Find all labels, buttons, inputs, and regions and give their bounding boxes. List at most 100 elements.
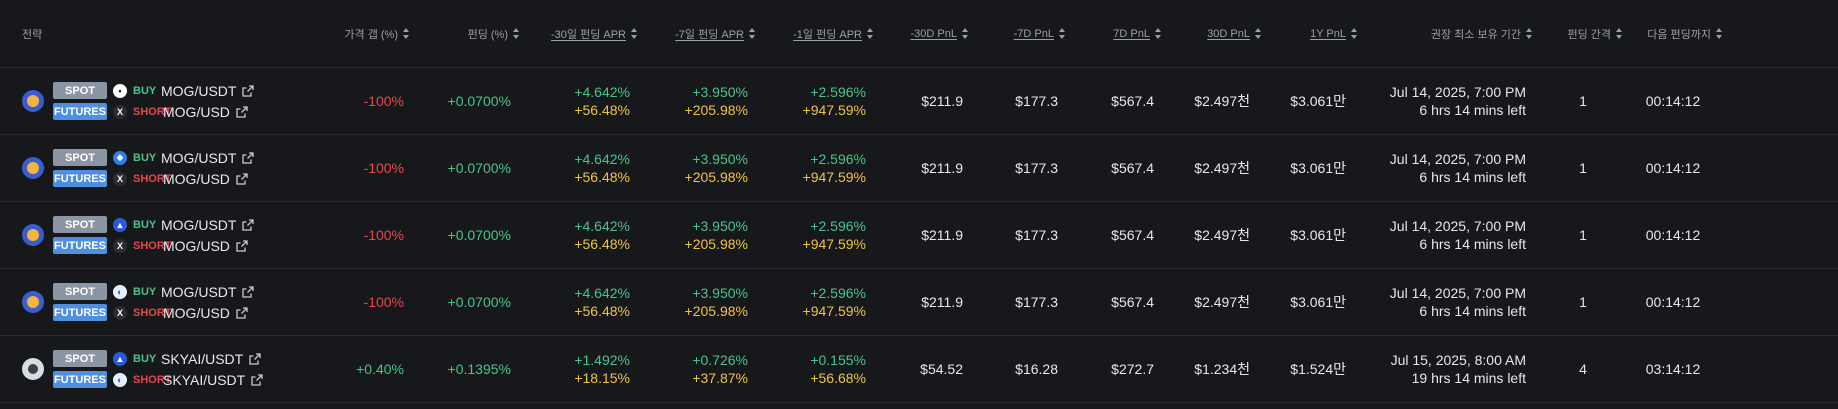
col-next[interactable]: 다음 펀딩까지: [1623, 0, 1723, 67]
apr30-apr: +56.48%: [574, 303, 630, 319]
price-gap-cell: +0.40%: [300, 336, 404, 402]
price-gap-cell: -100%: [300, 135, 404, 201]
external-link-icon[interactable]: [242, 218, 255, 231]
funding-cell: +0.0700%: [410, 68, 511, 134]
table-row[interactable]: SPOT ▪ BUY MOG/USDT FUTURES X SHORT MOG/USD -100…: [0, 68, 1838, 135]
pnl7-value: $177.3: [1015, 294, 1058, 310]
pair-name: MOG/USDT: [161, 283, 237, 300]
external-link-icon[interactable]: [236, 306, 248, 319]
spot-badge: SPOT: [53, 350, 107, 367]
col-price-gap[interactable]: 가격 갭 (%): [300, 0, 410, 67]
external-link-icon[interactable]: [236, 239, 248, 252]
apr30-apr: +56.48%: [574, 236, 630, 252]
apr1-values: +2.596% +947.59%: [803, 284, 866, 320]
apr1-apr: +947.59%: [802, 303, 866, 319]
external-link-icon[interactable]: [236, 172, 248, 185]
spot-badge: SPOT: [53, 82, 107, 99]
pnl30f-value: $2.497천: [1194, 93, 1250, 109]
price-gap-value: -100%: [363, 160, 404, 176]
buy-label: BUY: [133, 218, 157, 231]
col-pnl30f[interactable]: 30D PnL: [1162, 0, 1262, 67]
price-gap-value: -100%: [363, 93, 404, 109]
table-row[interactable]: SPOT ◐ BUY MOG/USDT FUTURES X SHORT MOG/USD -100…: [0, 269, 1838, 336]
hold-cell: Jul 15, 2025, 8:00 AM 19 hrs 14 mins left: [1358, 336, 1526, 402]
col-apr30[interactable]: -30일 펀딩 APR: [520, 0, 638, 67]
pnl7-cell: $16.28: [969, 336, 1058, 402]
pnl7-cell: $177.3: [969, 68, 1058, 134]
pnl7-cell: $177.3: [969, 135, 1058, 201]
apr1-cell: +2.596% +947.59%: [756, 68, 866, 134]
price-gap-cell: -100%: [300, 202, 404, 268]
short-label: SHORT: [133, 105, 172, 118]
table-row[interactable]: SPOT ◆ BUY MOG/USDT FUTURES X SHORT MOG/USD -100…: [0, 135, 1838, 202]
table-row[interactable]: SPOT ▲ BUY SKYAI/USDT FUTURES ◐ SHORT SKYAI/USD…: [0, 336, 1838, 403]
pnl7f-cell: $272.7: [1066, 336, 1154, 402]
interval-value: 1: [1579, 160, 1587, 176]
interval-cell: 1: [1533, 68, 1633, 134]
external-link-icon[interactable]: [242, 84, 255, 97]
col-pnl7[interactable]: -7D PnL: [969, 0, 1066, 67]
pnl30f-value: $2.497천: [1194, 227, 1250, 243]
apr1-apr: +947.59%: [802, 236, 866, 252]
pnl30-value: $211.9: [921, 294, 963, 310]
pnl1y-cell: $3.061만: [1262, 68, 1346, 134]
apr7-apr: +37.87%: [692, 370, 748, 386]
buy-label: BUY: [133, 84, 157, 97]
interval-cell: 1: [1533, 135, 1633, 201]
col-apr1[interactable]: -1일 펀딩 APR: [756, 0, 874, 67]
external-link-icon[interactable]: [251, 373, 263, 386]
funding-cell: +0.0700%: [410, 202, 511, 268]
exchange-d-icon: ◐: [113, 284, 127, 299]
apr30-cell: +4.642% +56.48%: [520, 269, 630, 335]
pnl30f-value: $1.234천: [1194, 361, 1250, 377]
external-link-icon[interactable]: [242, 285, 255, 298]
external-link-icon[interactable]: [242, 151, 255, 164]
col-pnl7f-label: 7D PnL: [1113, 27, 1150, 40]
exchange-c-icon: ▲: [113, 217, 127, 232]
apr7-apr: +205.98%: [684, 236, 748, 252]
skyai-coin-icon: [22, 358, 44, 380]
pair-name: SKYAI/USDT: [161, 350, 244, 367]
hold-time-left: 6 hrs 14 mins left: [1419, 102, 1526, 118]
pair-name: MOG/USDT: [161, 149, 237, 166]
apr7-values: +3.950% +205.98%: [685, 217, 748, 253]
col-pnl1y[interactable]: 1Y PnL: [1262, 0, 1358, 67]
pnl7-value: $177.3: [1015, 93, 1058, 109]
apr30-apr: +18.15%: [574, 370, 630, 386]
pair-name: MOG/USDT: [161, 216, 237, 233]
hold-date: Jul 14, 2025, 7:00 PM: [1389, 285, 1526, 301]
short-label: SHORT: [133, 306, 172, 319]
col-pnl30-label: -30D PnL: [910, 27, 957, 40]
apr7-values: +0.726% +37.87%: [692, 351, 748, 387]
next-cell: 03:14:12: [1623, 336, 1723, 402]
apr30-rate: +4.642%: [574, 151, 630, 167]
col-pnl30[interactable]: -30D PnL: [874, 0, 969, 67]
pnl30f-value: $2.497천: [1194, 160, 1250, 176]
apr30-cell: +4.642% +56.48%: [520, 135, 630, 201]
strategy-cell: SPOT ▪ BUY MOG/USDT FUTURES X SHORT MOG/USD: [22, 68, 322, 134]
interval-value: 4: [1579, 361, 1587, 377]
col-pnl7f[interactable]: 7D PnL: [1066, 0, 1162, 67]
external-link-icon[interactable]: [249, 352, 261, 365]
col-hold[interactable]: 권장 최소 보유 기간: [1358, 0, 1533, 67]
spot-leg: SPOT ◆ BUY MOG/USDT: [53, 149, 255, 166]
table-row[interactable]: SPOT ▲ BUY MOG/USDT FUTURES X SHORT MOG/USD -100…: [0, 202, 1838, 269]
funding-value: +0.0700%: [447, 160, 511, 176]
pnl1y-value: $1.524만: [1290, 361, 1346, 377]
col-pnl1y-label: 1Y PnL: [1310, 27, 1346, 40]
sort-arrows-icon: [631, 28, 638, 39]
col-apr7[interactable]: -7일 펀딩 APR: [638, 0, 756, 67]
apr7-cell: +3.950% +205.98%: [638, 269, 748, 335]
col-funding[interactable]: 펀딩 (%): [410, 0, 520, 67]
pair-name: SKYAI/USDT: [163, 371, 246, 388]
apr30-apr: +56.48%: [574, 169, 630, 185]
futures-leg: FUTURES X SHORT MOG/USD: [53, 170, 254, 187]
external-link-icon[interactable]: [236, 105, 248, 118]
pnl1y-cell: $3.061만: [1262, 269, 1346, 335]
pnl7f-value: $567.4: [1111, 160, 1154, 176]
exchange-a-icon: ▪: [113, 83, 127, 98]
interval-cell: 4: [1533, 336, 1633, 402]
hold-date: Jul 14, 2025, 7:00 PM: [1389, 151, 1526, 167]
pnl30-cell: $211.9: [874, 202, 963, 268]
col-interval[interactable]: 펀딩 간격: [1533, 0, 1623, 67]
